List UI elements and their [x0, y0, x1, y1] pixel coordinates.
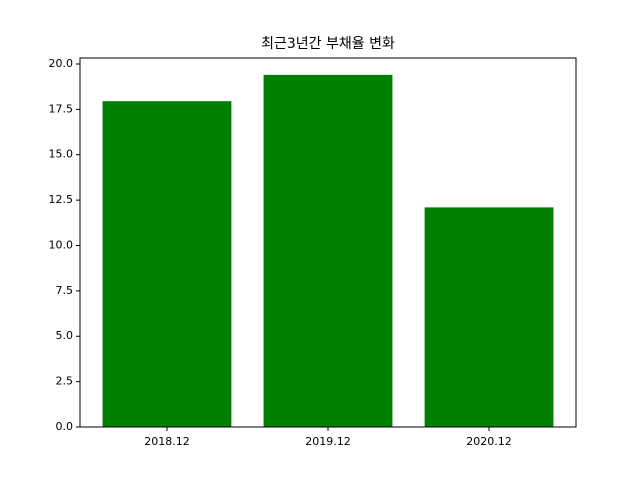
bar	[102, 101, 232, 427]
y-tick-label: 0.0	[56, 420, 74, 433]
bar	[263, 74, 393, 428]
y-tick-label: 20.0	[49, 57, 74, 70]
y-tick-label: 7.5	[56, 284, 74, 297]
y-tick-label: 2.5	[56, 375, 74, 388]
chart-title: 최근3년간 부채율 변화	[261, 36, 395, 52]
bar	[424, 207, 554, 427]
y-tick-label: 12.5	[49, 193, 74, 206]
x-tick-label: 2020.12	[466, 435, 512, 448]
x-tick-label: 2019.12	[305, 435, 351, 448]
y-tick-label: 17.5	[49, 102, 74, 115]
y-tick-label: 15.0	[49, 148, 74, 161]
y-tick-label: 10.0	[49, 238, 74, 251]
plot-frame	[79, 57, 577, 428]
x-tick-label: 2018.12	[144, 435, 190, 448]
y-tick-label: 5.0	[56, 329, 74, 342]
